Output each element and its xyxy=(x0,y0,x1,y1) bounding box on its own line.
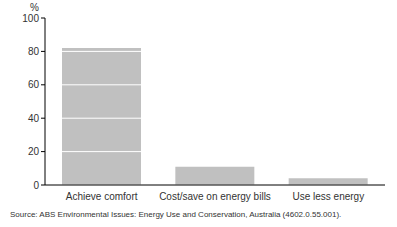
svg-text:Achieve comfort: Achieve comfort xyxy=(66,191,138,202)
svg-text:80: 80 xyxy=(28,46,40,57)
html-text:Source: ABS Environmental Issu: Source: ABS Environmental Issues: Energy… xyxy=(10,210,342,219)
svg-text:Cost/save on energy bills: Cost/save on energy bills xyxy=(159,191,271,202)
svg-text:Use less energy: Use less energy xyxy=(292,191,364,202)
svg-text:0: 0 xyxy=(33,180,39,191)
svg-text:100: 100 xyxy=(22,13,39,24)
svg-text:20: 20 xyxy=(28,146,40,157)
svg-text:40: 40 xyxy=(28,113,40,124)
svg-text:60: 60 xyxy=(28,79,40,90)
